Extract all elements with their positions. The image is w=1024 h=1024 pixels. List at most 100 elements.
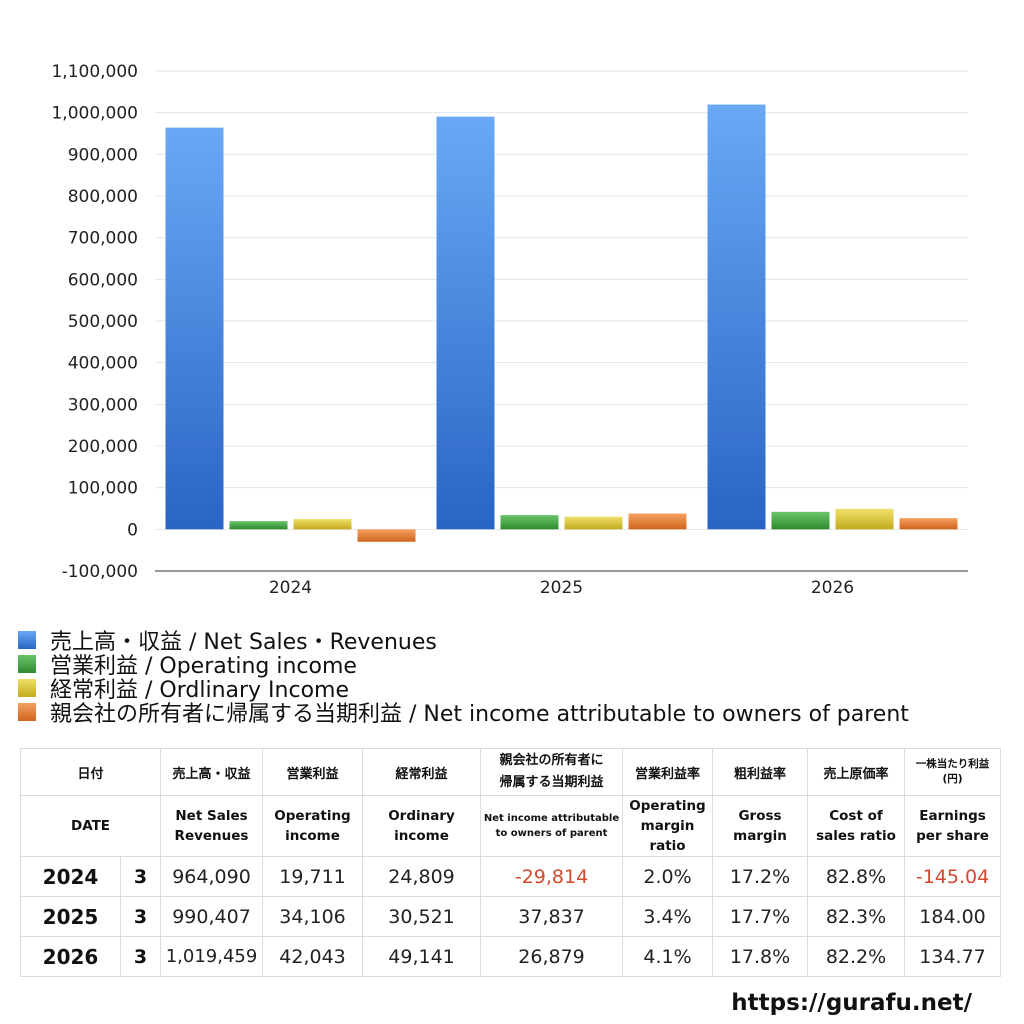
bar-net-income-2024 bbox=[357, 529, 416, 542]
legend-item-net-income: 親会社の所有者に帰属する当期利益 / Net income attributab… bbox=[18, 700, 909, 727]
cell-sales: 1,019,459 bbox=[160, 936, 264, 977]
header-net-jp-line1: 親会社の所有者に bbox=[499, 753, 604, 768]
y-tick-label: 200,000 bbox=[68, 437, 138, 457]
header-ord-en-line1: Ordinary bbox=[388, 808, 455, 824]
header-sales-en-line2: Revenues bbox=[174, 828, 249, 844]
x-axis-tick-labels: 2024 2025 2026 bbox=[269, 578, 854, 598]
y-tick-label: -100,000 bbox=[62, 562, 138, 582]
header-gross-en-line1: Gross bbox=[738, 808, 782, 824]
legend-swatch-ordinary-income bbox=[18, 679, 36, 697]
header-date-jp: 日付 bbox=[19, 748, 162, 796]
header-eps-jp-line1: 一株当たり利益 bbox=[915, 758, 990, 770]
y-tick-label: 700,000 bbox=[68, 229, 138, 249]
cell-eps: 184.00 bbox=[904, 896, 1002, 937]
cell-opm: 3.4% bbox=[622, 896, 714, 937]
header-eps-jp: 一株当たり利益 (円) bbox=[904, 748, 1002, 796]
header-sales-jp: 売上高・収益 bbox=[160, 748, 264, 796]
cell-opm: 4.1% bbox=[622, 936, 714, 977]
header-ord-en: Ordinary income bbox=[362, 795, 482, 857]
header-net-en-line1: Net income attributable bbox=[483, 813, 620, 824]
bar-ordinary-income-2026 bbox=[835, 508, 894, 530]
header-ord-en-line2: income bbox=[394, 828, 449, 844]
cell-net: -29,814 bbox=[480, 856, 624, 897]
legend-label-net-sales: 売上高・収益 / Net Sales・Revenues bbox=[50, 630, 437, 655]
y-tick-label: 300,000 bbox=[68, 395, 138, 415]
legend-label-net-income: 親会社の所有者に帰属する当期利益 / Net income attributab… bbox=[50, 702, 909, 727]
cell-cost: 82.2% bbox=[807, 936, 906, 977]
legend-swatch-operating-income bbox=[18, 655, 36, 673]
cell-op: 42,043 bbox=[262, 936, 364, 977]
cell-year: 2025 bbox=[20, 896, 121, 937]
header-opm-jp: 営業利益率 bbox=[622, 748, 714, 796]
y-tick-label: 900,000 bbox=[68, 145, 138, 165]
legend-swatch-net-income bbox=[18, 703, 36, 721]
header-net-en-line2: to owners of parent bbox=[495, 828, 608, 839]
header-cost-en: Cost of sales ratio bbox=[807, 795, 906, 857]
header-opm-en-line1: Operating bbox=[629, 798, 706, 814]
y-tick-label: 800,000 bbox=[68, 187, 138, 207]
header-eps-jp-line2: (円) bbox=[942, 773, 963, 785]
header-opm-en: Operating margin ratio bbox=[622, 795, 714, 857]
bar-ordinary-income-2025 bbox=[564, 516, 623, 530]
cell-year: 2024 bbox=[20, 856, 121, 897]
y-axis-tick-labels: 1,100,000 1,000,000 900,000 800,000 700,000 6… bbox=[51, 62, 138, 582]
legend-swatch-net-sales bbox=[18, 631, 36, 649]
cell-eps: 134.77 bbox=[904, 936, 1002, 977]
y-tick-label: 100,000 bbox=[68, 479, 138, 499]
bars bbox=[165, 104, 958, 542]
cell-ord: 24,809 bbox=[362, 856, 482, 897]
bar-net-sales-2026 bbox=[707, 104, 766, 530]
cell-opm: 2.0% bbox=[622, 856, 714, 897]
source-url[interactable]: https://gurafu.net/ bbox=[731, 990, 972, 1016]
cell-gross: 17.7% bbox=[712, 896, 809, 937]
bar-operating-income-2024 bbox=[229, 521, 288, 530]
cell-cost: 82.8% bbox=[807, 856, 906, 897]
cell-gross: 17.8% bbox=[712, 936, 809, 977]
header-gross-en-line2: margin bbox=[733, 828, 787, 844]
bar-operating-income-2026 bbox=[771, 511, 830, 530]
financial-table: 日付 売上高・収益 営業利益 経常利益 親会社の所有者に 帰属する当期利益 営業… bbox=[19, 748, 1002, 977]
header-sales-en-line1: Net Sales bbox=[175, 808, 248, 824]
header-op-en-line2: income bbox=[285, 828, 340, 844]
header-gross-jp: 粗利益率 bbox=[712, 748, 809, 796]
header-op-en-line1: Operating bbox=[274, 808, 351, 824]
y-tick-label: 0 bbox=[127, 520, 138, 540]
legend-item-operating-income: 営業利益 / Operating income bbox=[18, 652, 909, 679]
cell-month: 3 bbox=[119, 856, 162, 897]
header-eps-en: Earnings per share bbox=[904, 795, 1002, 857]
legend: 売上高・収益 / Net Sales・Revenues 営業利益 / Opera… bbox=[18, 628, 909, 727]
x-tick-label: 2026 bbox=[811, 578, 854, 598]
y-tick-label: 500,000 bbox=[68, 312, 138, 332]
table-header-jp: 日付 売上高・収益 営業利益 経常利益 親会社の所有者に 帰属する当期利益 営業… bbox=[19, 748, 1002, 796]
header-ord-jp: 経常利益 bbox=[362, 748, 482, 796]
header-cost-en-line2: sales ratio bbox=[816, 828, 896, 844]
cell-sales: 990,407 bbox=[160, 896, 264, 937]
cell-net: 26,879 bbox=[480, 936, 624, 977]
cell-month: 3 bbox=[119, 936, 162, 977]
bar-net-income-2025 bbox=[628, 513, 687, 530]
bar-chart: 1,100,000 1,000,000 900,000 800,000 700,000 6… bbox=[51, 62, 968, 598]
header-net-jp-line2: 帰属する当期利益 bbox=[499, 775, 604, 790]
legend-label-ordinary-income: 経常利益 / Ordlinary Income bbox=[50, 678, 349, 703]
header-eps-en-line1: Earnings bbox=[919, 808, 986, 824]
cell-eps: -145.04 bbox=[904, 856, 1002, 897]
legend-item-ordinary-income: 経常利益 / Ordlinary Income bbox=[18, 676, 909, 703]
cell-month: 3 bbox=[119, 896, 162, 937]
x-tick-label: 2025 bbox=[540, 578, 583, 598]
header-cost-jp: 売上原価率 bbox=[807, 748, 906, 796]
table-row: 2025 3 990,407 34,106 30,521 37,837 3.4%… bbox=[20, 896, 1002, 937]
bar-net-income-2026 bbox=[899, 518, 958, 530]
cell-op: 19,711 bbox=[262, 856, 364, 897]
legend-item-net-sales: 売上高・収益 / Net Sales・Revenues bbox=[18, 628, 909, 655]
cell-sales: 964,090 bbox=[160, 856, 264, 897]
header-opm-en-line3: ratio bbox=[649, 838, 686, 854]
header-gross-en: Gross margin bbox=[712, 795, 809, 857]
bar-operating-income-2025 bbox=[500, 515, 559, 530]
y-tick-label: 400,000 bbox=[68, 354, 138, 374]
y-tick-label: 1,100,000 bbox=[51, 62, 138, 82]
header-net-en: Net income attributable to owners of par… bbox=[480, 795, 624, 857]
x-tick-label: 2024 bbox=[269, 578, 312, 598]
table-row: 2024 3 964,090 19,711 24,809 -29,814 2.0… bbox=[20, 856, 1002, 897]
legend-label-operating-income: 営業利益 / Operating income bbox=[50, 654, 357, 679]
header-cost-en-line1: Cost of bbox=[829, 808, 883, 824]
